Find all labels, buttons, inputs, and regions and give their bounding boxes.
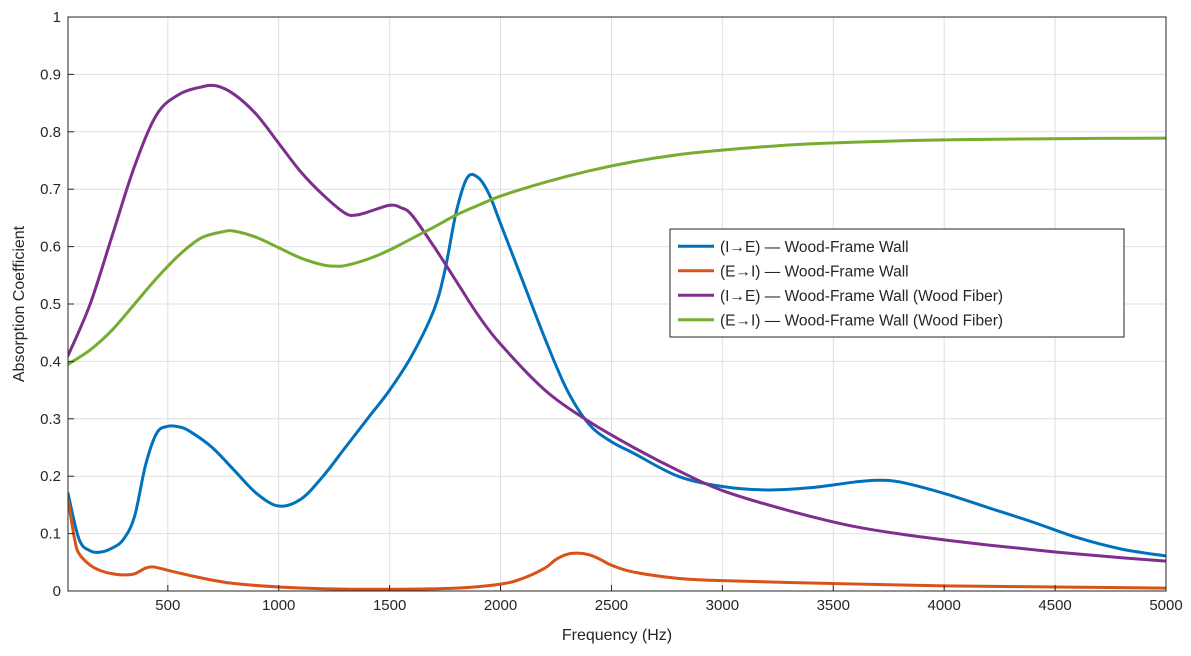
legend-box <box>669 228 1125 338</box>
series-line-4 <box>68 136 1166 366</box>
y-tick-label: 0.8 <box>40 124 61 141</box>
y-tick-label: 0.2 <box>40 468 61 485</box>
x-axis-label: Frequency (Hz) <box>562 627 672 644</box>
y-tick-label: 0.7 <box>40 181 61 198</box>
x-tick-label: 2000 <box>484 597 517 614</box>
x-tick-label: 1000 <box>262 597 295 614</box>
x-tick-label: 5000 <box>1149 597 1182 614</box>
legend-label: (I→E) — Wood-Frame Wall <box>720 239 909 256</box>
legend: (I→E) — Wood-Frame Wall (E→I) — Wood-Fram… <box>669 228 1125 338</box>
legend-label: (I→E) — Wood-Frame Wall (Wood Fiber) <box>720 288 1003 305</box>
y-tick-label: 0 <box>53 583 61 600</box>
y-tick-label: 0.9 <box>40 66 61 83</box>
series-line-1 <box>68 172 1166 558</box>
grid <box>68 17 1166 591</box>
x-tick-label: 2500 <box>595 597 628 614</box>
legend-label: (E→I) — Wood-Frame Wall <box>720 263 909 280</box>
x-tick-label: 4000 <box>927 597 960 614</box>
y-tick-label: 0.1 <box>40 526 61 543</box>
y-tick-label: 0.6 <box>40 239 61 256</box>
legend-label: (E→I) — Wood-Frame Wall (Wood Fiber) <box>720 312 1003 329</box>
y-tick-label: 0.3 <box>40 411 61 428</box>
x-tick-label: 4500 <box>1038 597 1071 614</box>
series-line-2 <box>68 497 1166 591</box>
axis-ticks: 500 1000 1500 2000 2500 3000 3500 4000 4500 5000 0… <box>40 9 1183 614</box>
x-tick-label: 500 <box>155 597 180 614</box>
y-axis-label: Absorption Coefficient <box>11 225 28 382</box>
x-tick-label: 1500 <box>373 597 406 614</box>
x-tick-label: 3500 <box>817 597 850 614</box>
series-line-3 <box>68 83 1166 563</box>
y-tick-label: 0.4 <box>40 353 61 370</box>
y-tick-label: 0.5 <box>40 296 61 313</box>
y-tick-label: 1 <box>53 9 61 26</box>
x-tick-label: 3000 <box>706 597 739 614</box>
series-group <box>68 83 1166 591</box>
